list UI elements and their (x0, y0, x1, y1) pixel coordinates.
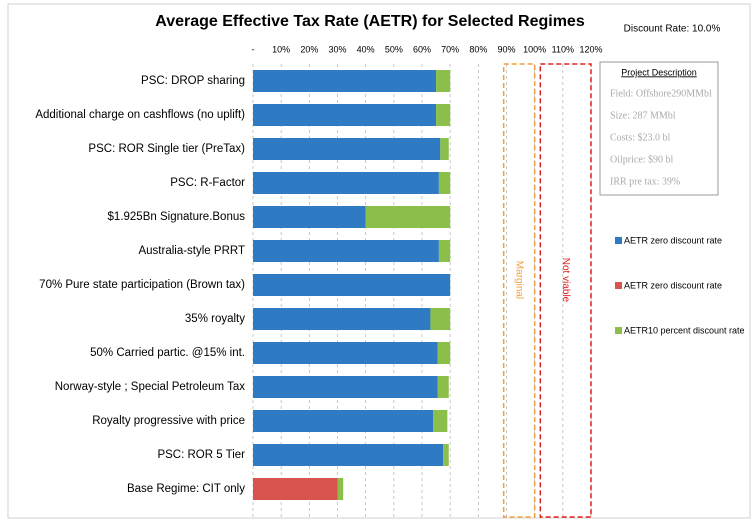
x-tick-label: 100% (523, 44, 546, 54)
bar-segment (440, 138, 449, 160)
x-tick-label: 50% (385, 44, 403, 54)
x-tick-label: 30% (328, 44, 346, 54)
legend-swatch (615, 282, 622, 289)
x-tick-label: 110% (552, 44, 574, 54)
bar-segment (430, 308, 451, 330)
bar-segment (253, 240, 439, 262)
bar-segment (438, 240, 451, 262)
bar-segment (253, 342, 438, 364)
x-tick-label: - (252, 44, 255, 54)
legend-label: AETR zero discount rate (624, 280, 722, 290)
project-title: Project Description (621, 67, 697, 77)
bar-segment (365, 206, 451, 228)
bar-segment (337, 478, 344, 500)
bar-segment (437, 342, 451, 364)
project-box (599, 61, 719, 196)
y-tick-label: Royalty progressive with price (92, 415, 245, 427)
y-tick-label: Base Regime: CIT only (127, 483, 245, 495)
bar-segment (438, 172, 451, 194)
x-tick-label: 80% (469, 44, 487, 54)
y-tick-label: $1.925Bn Signature.Bonus (108, 211, 246, 223)
legend-label: AETR10 percent discount rate (624, 325, 745, 335)
bar-segment (253, 308, 431, 330)
bar-segment (437, 376, 449, 398)
zone (539, 63, 592, 518)
bar-segment (253, 206, 366, 228)
bar-segment (436, 104, 451, 126)
x-tick-label: 120% (579, 44, 602, 54)
bar-segment (253, 104, 437, 126)
x-tick-label: 40% (357, 44, 375, 54)
chart-title: Average Effective Tax Rate (AETR) for Se… (155, 13, 585, 30)
x-tick-label: 20% (300, 44, 318, 54)
bar-segment (253, 172, 439, 194)
x-tick-label: 10% (272, 44, 290, 54)
legend-label: AETR zero discount rate (624, 235, 722, 245)
y-tick-label: Norway-style ; Special Petroleum Tax (55, 381, 245, 393)
x-tick-label: 90% (497, 44, 515, 54)
y-tick-label: Australia-style PRRT (138, 245, 245, 257)
zone-label: Marginal (514, 261, 525, 299)
bar-segment (443, 444, 449, 466)
bar-segment (253, 376, 438, 398)
project-line: Size: 287 MMbl (610, 110, 676, 121)
bar-segment (436, 70, 451, 92)
project-line: Oilprice: $90 bl (610, 154, 674, 165)
bar-segment (433, 410, 448, 432)
x-tick-label: 60% (413, 44, 431, 54)
y-tick-label: 50% Carried partic. @15% int. (90, 347, 245, 359)
y-tick-label: 35% royalty (185, 313, 245, 325)
y-tick-label: PSC: R-Factor (170, 177, 245, 189)
zone-label: Not viable (560, 258, 571, 303)
legend-swatch (615, 327, 622, 334)
y-tick-label: 70% Pure state participation (Brown tax) (39, 279, 245, 291)
y-tick-label: PSC: ROR 5 Tier (157, 449, 245, 461)
project-line: IRR pre tax: 39% (610, 176, 680, 187)
y-tick-label: Additional charge on cashflows (no uplif… (35, 109, 245, 121)
bar-segment (253, 138, 441, 160)
bar-segment (253, 478, 338, 500)
x-tick-label: 70% (441, 44, 459, 54)
chart-subtitle: Discount Rate: 10.0% (624, 24, 721, 35)
y-tick-label: PSC: ROR Single tier (PreTax) (88, 143, 245, 155)
legend-swatch (615, 237, 622, 244)
bar-segment (253, 70, 437, 92)
bar-segment (253, 410, 434, 432)
zone (502, 63, 536, 518)
project-line: Costs: $23.0 bl (610, 132, 671, 143)
bar-segment (253, 274, 451, 296)
bar-segment (253, 444, 444, 466)
project-line: Field: Offshore290MMbl (610, 88, 712, 99)
y-tick-label: PSC: DROP sharing (141, 75, 245, 87)
